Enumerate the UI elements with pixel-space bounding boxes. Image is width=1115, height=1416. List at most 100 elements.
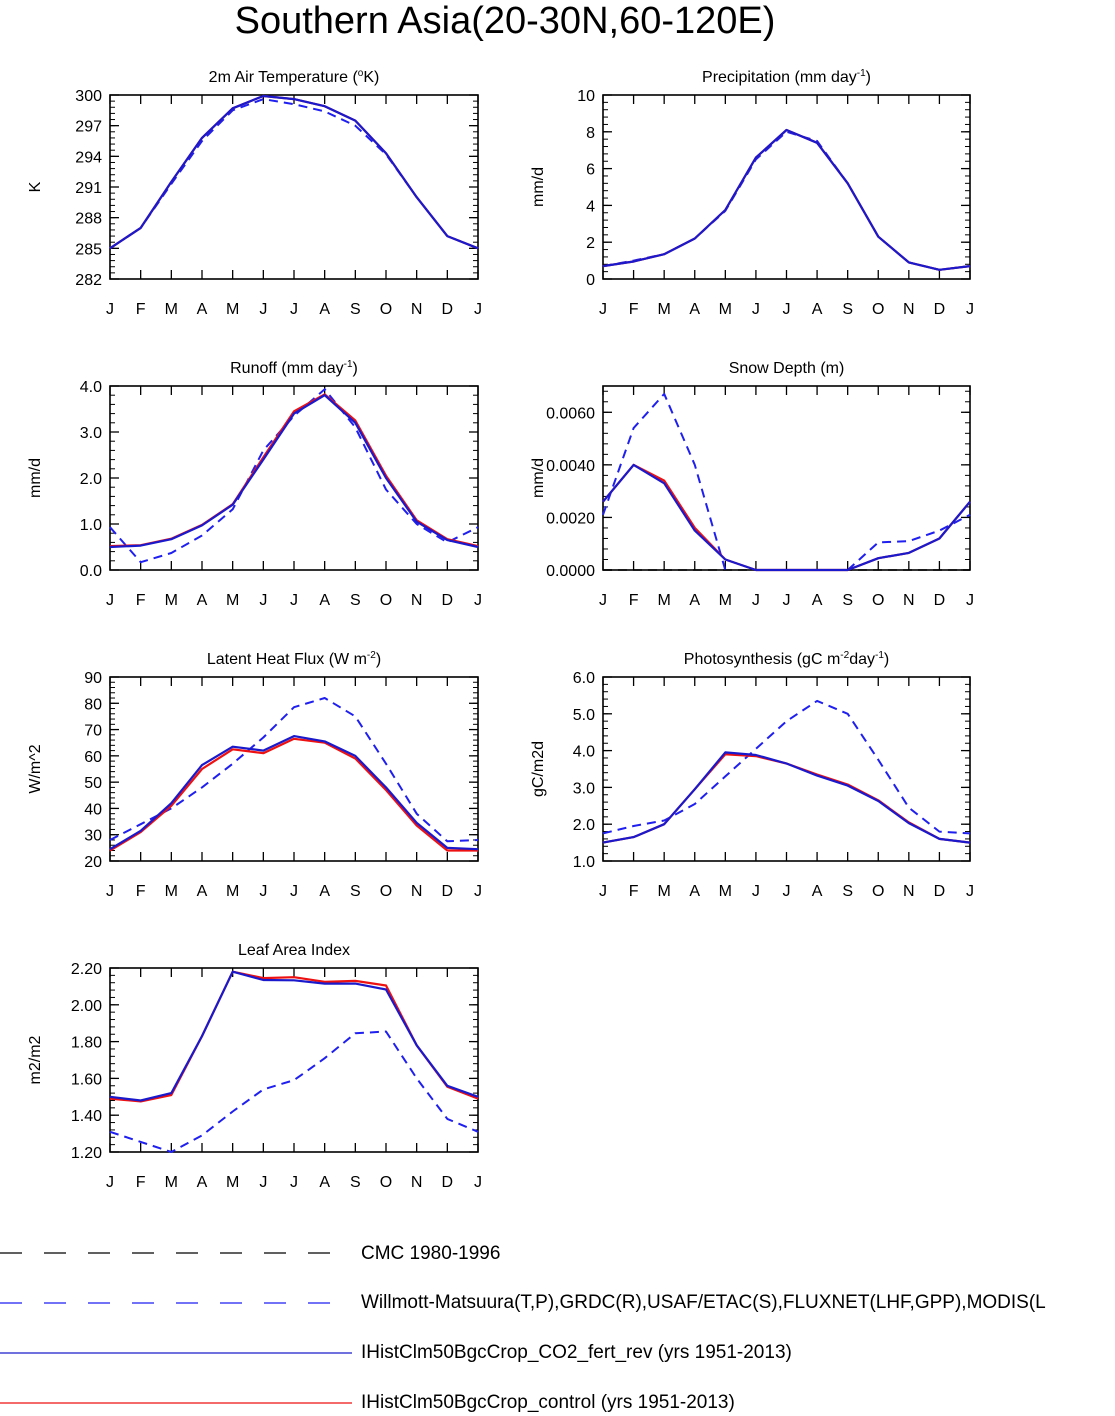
series-line-obs: [109, 1030, 479, 1153]
x-tick-label: A: [319, 301, 330, 318]
y-tick-label: 2.00: [71, 998, 102, 1015]
y-tick-label: 2: [586, 235, 595, 252]
panel-3: Snow Depth (m) 0.0000 0.0020 0.0040 0.0060 J F…: [530, 360, 974, 609]
x-tick-label: D: [442, 592, 454, 609]
y-tick-label: 1.0: [80, 517, 102, 534]
x-tick-label: F: [629, 592, 639, 609]
x-tick-label: J: [259, 301, 267, 318]
x-tick-label: J: [290, 301, 298, 318]
series-line-obs: [109, 388, 479, 564]
x-tick-label: M: [719, 301, 732, 318]
x-tick-label: N: [411, 1174, 423, 1191]
panel-title: Snow Depth (m): [729, 360, 845, 377]
y-tick-label: 2.0: [573, 817, 595, 834]
plot-frame: [109, 676, 479, 862]
x-tick-label: M: [719, 883, 732, 900]
legend-label-control: IHistClm50BgcCrop_control (yrs 1951-2013…: [361, 1392, 735, 1413]
x-tick-label: M: [658, 301, 671, 318]
legend-label-obs: Willmott-Matsuura(T,P),GRDC(R),USAF/ETAC…: [361, 1292, 1046, 1313]
panel-6: Leaf Area Index 1.20 1.40 1.60 1.80 2.00 2.20 J…: [27, 942, 482, 1191]
x-tick-label: A: [319, 1174, 330, 1191]
y-tick-label: 6: [586, 162, 595, 179]
main-title: Southern Asia(20-30N,60-120E): [234, 0, 776, 42]
series-line-control: [602, 128, 971, 271]
panel-5: Photosynthesis (gC m-2day-1) 1.0 2.0 3.0 4.0…: [530, 650, 974, 900]
x-tick-label: A: [689, 592, 700, 609]
y-tick-label: 4.0: [80, 379, 102, 396]
panel-4: Latent Heat Flux (W m-2) 20 30 40 50 60 70 80 90…: [27, 650, 482, 900]
y-tick-label: 0.0040: [546, 458, 595, 475]
series-line-co2: [602, 751, 971, 844]
y-tick-label: 285: [75, 241, 102, 258]
x-tick-label: J: [290, 1174, 298, 1191]
panel-title: Precipitation (mm day-1): [702, 68, 871, 86]
y-tick-label: 294: [75, 149, 102, 166]
x-tick-label: O: [380, 301, 392, 318]
y-tick-label: 10: [577, 88, 595, 105]
series-line-obs: [602, 699, 971, 835]
x-tick-label: J: [783, 592, 791, 609]
panel-title: Photosynthesis (gC m-2day-1): [684, 650, 889, 668]
x-tick-label: J: [106, 883, 114, 900]
x-tick-label: O: [872, 883, 884, 900]
x-tick-label: N: [411, 592, 423, 609]
series-line-co2: [109, 970, 479, 1102]
x-tick-label: J: [106, 592, 114, 609]
panel-title: 2m Air Temperature (oK): [209, 68, 380, 86]
x-tick-label: M: [658, 883, 671, 900]
x-tick-label: N: [903, 883, 915, 900]
x-tick-label: D: [934, 301, 946, 318]
x-tick-label: N: [411, 883, 423, 900]
x-tick-label: N: [903, 592, 915, 609]
y-tick-label: 70: [84, 723, 102, 740]
x-tick-label: O: [380, 1174, 392, 1191]
x-tick-label: F: [136, 301, 146, 318]
y-tick-label: 1.20: [71, 1145, 102, 1162]
x-tick-label: S: [842, 301, 853, 318]
x-tick-label: M: [165, 592, 178, 609]
x-tick-label: M: [226, 592, 239, 609]
x-tick-label: N: [903, 301, 915, 318]
y-tick-label: 90: [84, 670, 102, 687]
x-tick-label: A: [319, 592, 330, 609]
series-line-control: [109, 94, 479, 250]
x-tick-label: S: [842, 883, 853, 900]
x-tick-label: A: [319, 883, 330, 900]
x-tick-label: D: [442, 301, 454, 318]
series-line-control: [109, 393, 479, 548]
series-line-co2: [602, 463, 971, 572]
series-line-co2: [602, 128, 971, 271]
y-tick-label: 0.0060: [546, 405, 595, 422]
y-tick-label: 1.0: [573, 854, 595, 871]
y-tick-label: 2.20: [71, 961, 102, 978]
panel-title: Leaf Area Index: [238, 942, 350, 959]
x-tick-label: J: [752, 592, 760, 609]
y-tick-label: 8: [586, 125, 595, 142]
x-tick-label: F: [136, 592, 146, 609]
y-tick-label: 0.0020: [546, 510, 595, 527]
x-tick-label: J: [259, 883, 267, 900]
x-tick-label: M: [165, 883, 178, 900]
y-tick-label: 40: [84, 801, 102, 818]
x-tick-label: O: [380, 592, 392, 609]
y-tick-label: 297: [75, 119, 102, 136]
y-tick-label: 3.0: [573, 780, 595, 797]
x-tick-label: J: [599, 301, 607, 318]
legend-label-co2: IHistClm50BgcCrop_CO2_fert_rev (yrs 1951…: [361, 1342, 792, 1363]
x-tick-label: S: [350, 1174, 361, 1191]
x-tick-label: M: [226, 883, 239, 900]
panel-title: Latent Heat Flux (W m-2): [207, 650, 381, 668]
y-tick-label: 30: [84, 828, 102, 845]
x-tick-label: N: [411, 301, 423, 318]
x-tick-label: S: [842, 592, 853, 609]
y-tick-label: 60: [84, 749, 102, 766]
y-tick-label: 1.60: [71, 1071, 102, 1088]
x-tick-label: J: [290, 883, 298, 900]
x-tick-label: J: [474, 1174, 482, 1191]
plot-frame: [602, 676, 971, 862]
x-tick-label: M: [165, 301, 178, 318]
y-tick-label: 0: [586, 272, 595, 289]
x-tick-label: D: [934, 883, 946, 900]
series-line-control: [109, 970, 479, 1103]
x-tick-label: O: [872, 301, 884, 318]
